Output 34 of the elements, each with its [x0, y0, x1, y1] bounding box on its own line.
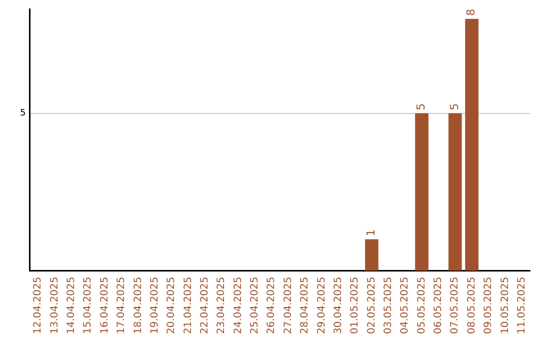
x-tick-label: 13.04.2025 [49, 276, 60, 334]
data-label: 1 [364, 229, 378, 236]
x-tick-label: 05.05.2025 [416, 276, 428, 334]
data-label: 8 [464, 8, 478, 16]
x-tick-label: 27.04.2025 [282, 276, 294, 334]
x-tick-label: 06.05.2025 [433, 276, 444, 334]
x-tick-label: 19.04.2025 [149, 276, 160, 334]
x-tick-label: 25.04.2025 [250, 276, 261, 334]
x-tick-label: 09.05.2025 [483, 276, 494, 334]
x-tick-label: 17.04.2025 [116, 276, 128, 334]
x-tick-label: 28.04.2025 [300, 276, 311, 334]
data-label: 5 [448, 103, 461, 110]
x-tick-label: 30.04.2025 [332, 276, 344, 334]
x-tick-label: 23.04.2025 [216, 276, 228, 334]
x-tick-label: 02.05.2025 [366, 276, 378, 334]
x-tick-label: 08.05.2025 [466, 276, 478, 334]
x-tick-label: 26.04.2025 [266, 276, 278, 334]
x-tick-label: 22.04.2025 [199, 276, 210, 334]
x-tick-label: 14.04.2025 [66, 276, 78, 334]
x-tick-label: 11.05.2025 [516, 276, 528, 334]
x-tick-label: 18.04.2025 [132, 276, 144, 334]
x-tick-label: 10.05.2025 [500, 276, 511, 334]
x-tick-label: 24.04.2025 [232, 276, 244, 334]
x-tick-label: 15.04.2025 [82, 276, 94, 334]
x-tick-label: 16.04.2025 [99, 276, 110, 334]
x-tick-label: 03.05.2025 [383, 276, 394, 334]
x-tick-label: 20.04.2025 [166, 276, 178, 334]
x-tick-label: 12.04.2025 [32, 276, 44, 334]
x-tick-label: 07.05.2025 [450, 276, 461, 334]
x-tick-label: 29.04.2025 [316, 276, 328, 334]
data-label: 5 [414, 103, 428, 110]
x-tick-label: 01.05.2025 [350, 276, 361, 334]
x-tick-label: 04.05.2025 [400, 276, 411, 334]
x-tick-label: 21.04.2025 [182, 276, 194, 334]
